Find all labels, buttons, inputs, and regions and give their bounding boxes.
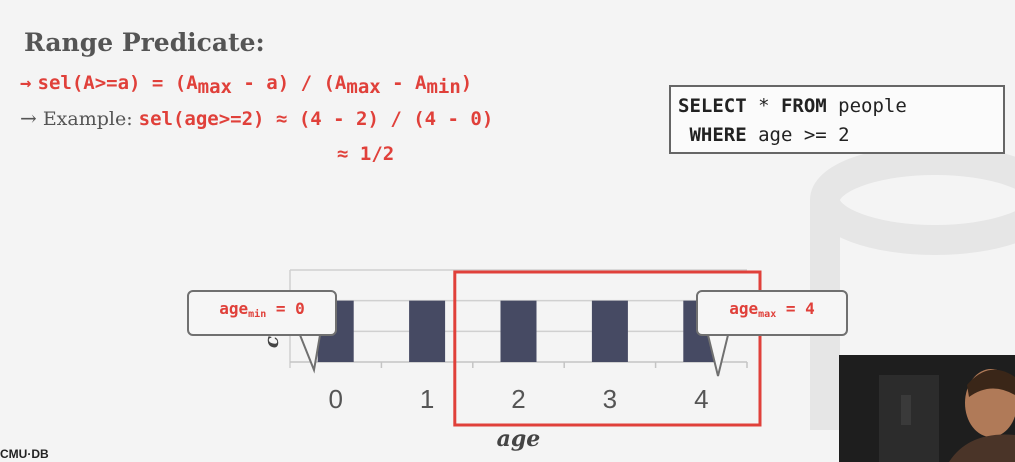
callout-min-suffix: = 0 (266, 299, 305, 318)
formula-mid2: - A (380, 72, 427, 94)
slide-title: Range Predicate: (24, 28, 265, 57)
age-min-callout: agemin = 0 (187, 290, 337, 336)
footer-logo: CMU·DB (0, 447, 49, 461)
bar-1 (409, 300, 446, 362)
formula-lhs: sel(A>=a) = (A (37, 72, 198, 94)
callout-min-prefix: age (219, 299, 249, 318)
sql-table-name: people (826, 95, 907, 117)
formula-line: → sel(A>=a) = (Amax - a) / (Amax - Amin) (20, 72, 472, 98)
sql-keyword-where: WHERE (689, 124, 747, 146)
sql-where-condition: age >= 2 (746, 124, 850, 146)
age-max-callout: agemax = 4 (696, 290, 848, 336)
example-result-line: ≈ 1/2 (337, 143, 394, 165)
example-expression: sel(age>=2) ≈ (4 - 2) / (4 - 0) (138, 108, 494, 130)
callout-max-prefix: age (729, 299, 759, 318)
bar-3 (591, 300, 628, 362)
highlight-range-box (453, 270, 762, 427)
callout-min-pointer (298, 334, 322, 374)
x-tick-label-4: 4 (694, 384, 708, 414)
bar-2 (500, 300, 537, 362)
arrow-icon: → (20, 106, 37, 130)
formula-sub-max-2: max (346, 76, 381, 98)
x-axis-label: age (497, 426, 541, 452)
y-axis-label: c (259, 336, 283, 348)
sql-keyword-from: FROM (780, 95, 827, 117)
x-tick-label-1: 1 (420, 384, 434, 414)
x-tick-label-0: 0 (328, 384, 342, 414)
formula-sub-min: min (426, 76, 461, 98)
arrow-icon: → (20, 72, 32, 94)
sql-keyword-select: SELECT (678, 95, 747, 117)
example-label: Example: (42, 108, 139, 130)
formula-mid1: - a) / (A (231, 72, 347, 94)
example-result: ≈ 1/2 (337, 143, 395, 165)
callout-min-sub: min (248, 309, 267, 320)
x-tick-label-2: 2 (511, 384, 525, 414)
presenter-image (839, 355, 1015, 462)
formula-sub-max: max (197, 76, 232, 98)
callout-max-sub: max (758, 309, 777, 320)
presenter-video-thumbnail (839, 355, 1015, 462)
formula-end: ) (460, 72, 473, 94)
sql-select-rest: * (746, 95, 781, 117)
x-tick-label-3: 3 (603, 384, 617, 414)
example-line: → Example: sel(age>=2) ≈ (4 - 2) / (4 - … (20, 106, 493, 130)
callout-max-suffix: = 4 (776, 299, 815, 318)
sql-query-box: SELECT * FROM people WHERE age >= 2 (669, 85, 1005, 154)
